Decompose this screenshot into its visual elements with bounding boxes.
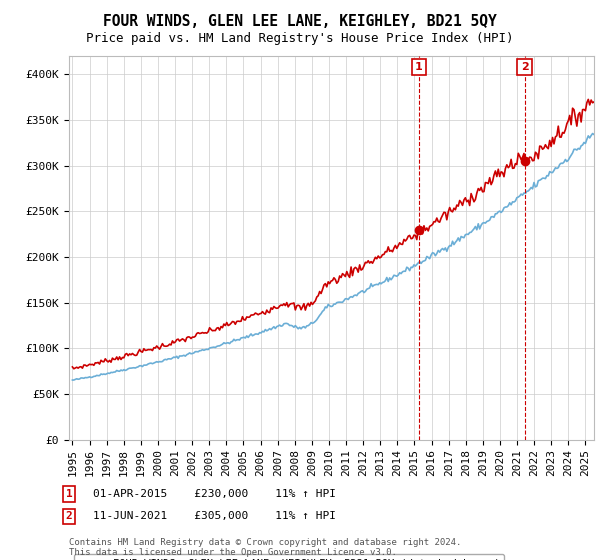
Text: Price paid vs. HM Land Registry's House Price Index (HPI): Price paid vs. HM Land Registry's House … — [86, 32, 514, 45]
Text: 1: 1 — [415, 62, 422, 72]
Text: 1: 1 — [65, 489, 73, 499]
Legend: FOUR WINDS, GLEN LEE LANE, KEIGHLEY, BD21 5QY (detached house), HPI: Average pri: FOUR WINDS, GLEN LEE LANE, KEIGHLEY, BD2… — [74, 554, 505, 560]
Text: Contains HM Land Registry data © Crown copyright and database right 2024.
This d: Contains HM Land Registry data © Crown c… — [69, 538, 461, 557]
Text: 2: 2 — [521, 62, 529, 72]
Text: 11-JUN-2021    £305,000    11% ↑ HPI: 11-JUN-2021 £305,000 11% ↑ HPI — [93, 511, 336, 521]
Text: 01-APR-2015    £230,000    11% ↑ HPI: 01-APR-2015 £230,000 11% ↑ HPI — [93, 489, 336, 499]
Text: FOUR WINDS, GLEN LEE LANE, KEIGHLEY, BD21 5QY: FOUR WINDS, GLEN LEE LANE, KEIGHLEY, BD2… — [103, 14, 497, 29]
Text: 2: 2 — [65, 511, 73, 521]
